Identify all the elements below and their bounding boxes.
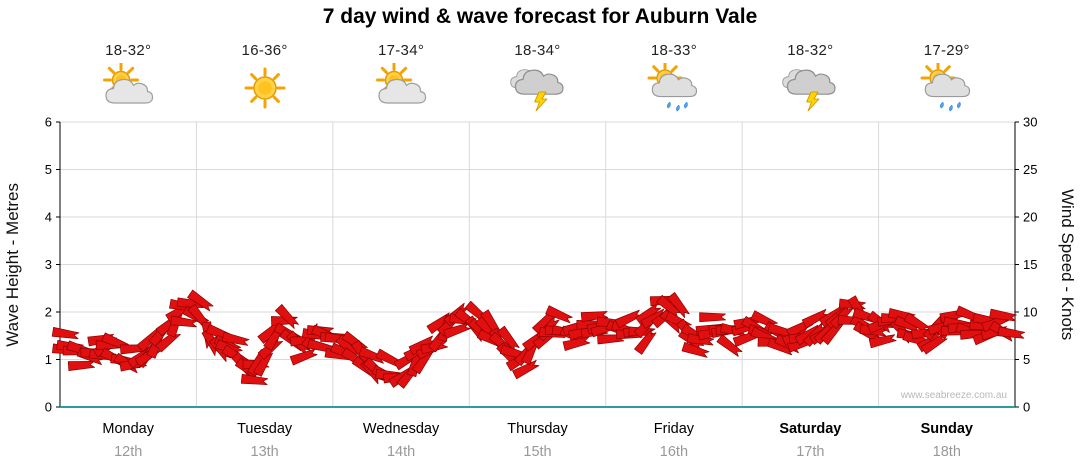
right-tick-label: 5 [1023,352,1030,367]
temperature-range: 16-36° [241,42,288,59]
day-header-saturday: 18-32° [755,42,865,115]
day-label-friday: Friday [654,421,695,437]
temperature-range: 17-34° [377,42,425,59]
weather-icon-slot [346,62,456,115]
day-header-monday: 18-32° [73,42,183,115]
left-tick-label: 2 [45,305,52,320]
left-tick-label: 3 [45,257,52,272]
partly-cloudy-icon [103,62,154,104]
sun-showers-icon [920,60,970,112]
x-axis-labels: Monday 12th Tuesday 13th Wednesday 14th Thursd… [102,421,973,460]
temperature-range: 18-32° [105,42,152,59]
thunderstorm-icon [509,69,564,112]
date-label-13th: 13th [251,444,279,460]
day-header-sunday: 17-29° [892,42,1002,115]
temperature-range: 17-29° [923,42,970,59]
raindrop-icon-part [684,101,688,109]
date-label-16th: 16th [660,444,688,460]
day-label-wednesday: Wednesday [363,421,440,437]
left-tick-label: 4 [45,210,52,225]
sun-showers-icon [647,60,697,112]
sunny-icon [244,67,286,109]
weather-icon-slot [210,63,320,115]
right-axis-title-text: Wind Speed - Knots [1058,188,1077,341]
raindrop-icon-part [676,104,680,112]
lightning-icon-part [533,91,547,112]
cloud-icon-part [787,69,836,95]
weather-icon-slot [483,63,593,115]
day-label-tuesday: Tuesday [237,421,293,437]
day-label-sunday: Sunday [921,421,973,437]
lightning-icon-part [806,91,820,112]
left-tick-label: 1 [45,352,52,367]
left-tick-label: 6 [45,115,52,130]
date-label-17th: 17th [796,444,824,460]
day-header-thursday: 18-34° [483,42,593,115]
temperature-range: 18-34° [514,42,561,59]
day-label-saturday: Saturday [779,421,841,437]
watermark: www.seabreeze.com.au [900,390,1007,401]
date-label-14th: 14th [387,444,415,460]
right-tick-label: 0 [1023,400,1030,415]
right-axis-title: Wind Speed - Knots [1054,122,1080,407]
weather-icon-slot [755,63,865,115]
date-label-15th: 15th [523,444,551,460]
day-header-friday: 18-33° [619,42,729,115]
raindrop-icon-part [948,104,953,112]
thunderstorm-icon [782,69,836,112]
temperature-range: 18-33° [650,42,697,59]
right-tick-label: 25 [1023,162,1037,177]
right-tick-label: 30 [1023,115,1037,130]
date-label-18th: 18th [933,444,961,460]
cloud-icon-part [514,69,564,95]
cloud-icon-part [924,73,970,98]
wind-barb-series [51,289,1026,389]
temperature-range: 18-32° [787,42,834,59]
axis-ticks: 0 1 2 3 4 5 6 0 5 10 15 20 25 30 [45,115,1038,415]
day-label-thursday: Thursday [507,421,568,437]
weather-icon-slot [892,60,1002,115]
weather-icon-slot [73,62,183,115]
left-tick-label: 5 [45,162,52,177]
right-tick-label: 15 [1023,257,1037,272]
day-header-tuesday: 16-36° [210,42,320,115]
cloud-icon-part [651,73,697,98]
raindrop-icon-part [667,101,671,109]
day-label-monday: Monday [102,421,154,437]
date-label-12th: 12th [114,444,142,460]
sun-icon-part [244,67,286,109]
weather-icon-slot [619,60,729,115]
right-tick-label: 10 [1023,305,1037,320]
gridlines [60,121,1015,407]
left-tick-label: 0 [45,400,52,415]
day-header-wednesday: 17-34° [346,42,456,115]
raindrop-icon-part [939,101,944,109]
right-tick-label: 20 [1023,210,1037,225]
partly-cloudy-icon [376,62,427,104]
cloud-icon-part [378,78,427,104]
page-title: 7 day wind & wave forecast for Auburn Va… [322,5,758,28]
raindrop-icon-part [956,101,961,109]
cloud-icon-part [105,78,154,104]
